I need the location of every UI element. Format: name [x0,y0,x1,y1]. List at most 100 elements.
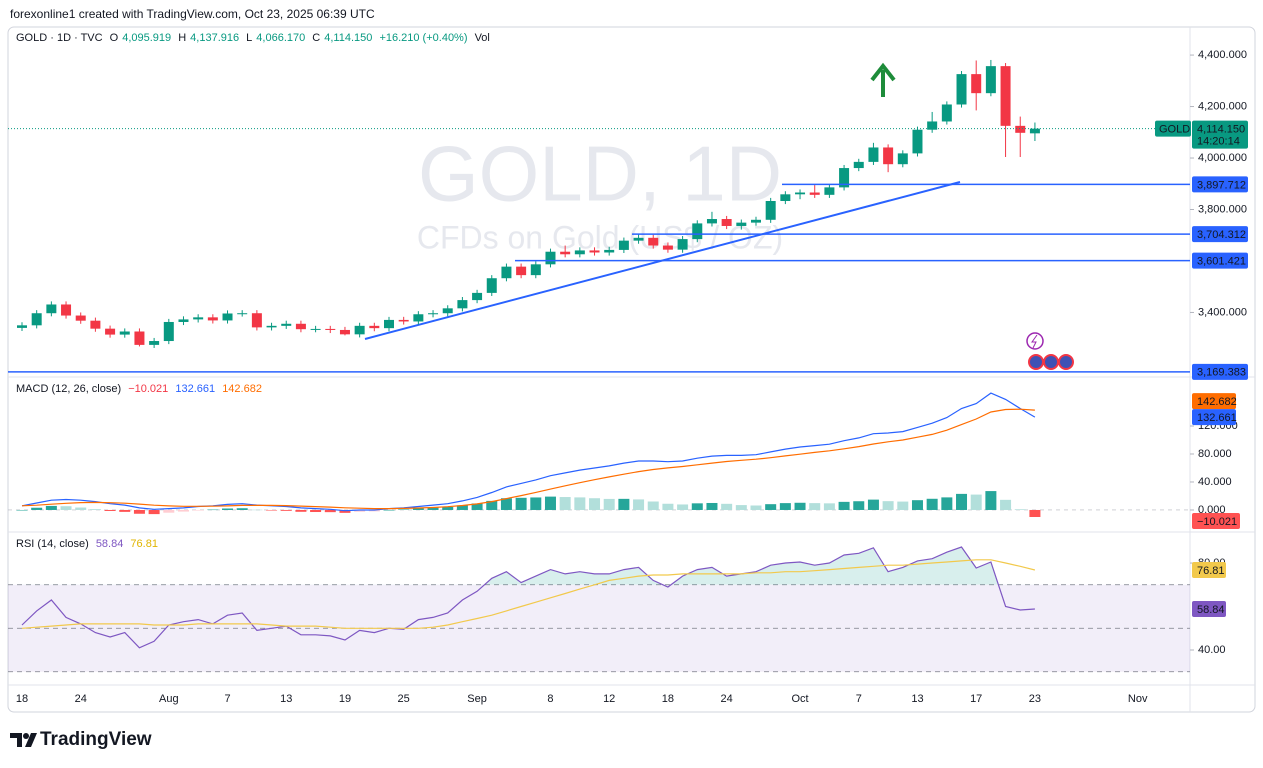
histogram-bar [368,509,380,512]
symbol[interactable]: GOLD · 1D · TVC [16,32,103,44]
candle-body [956,74,967,105]
rsi-label: 58.84 [1197,604,1225,616]
y-tick-label: 4,200.000 [1198,100,1247,112]
candle-body [46,304,57,314]
event-icon[interactable] [1026,332,1044,350]
candle-body [17,325,27,328]
level-label: 3,704.312 [1197,229,1246,241]
x-tick-label: 23 [1029,693,1041,705]
histogram-bar [618,498,630,510]
level-label-bg [1192,226,1248,243]
histogram-bar [544,496,556,510]
histogram-bar [647,501,659,510]
candle-body [486,278,497,293]
macd-title[interactable]: MACD (12, 26, close) [16,383,122,395]
candle-body [545,251,556,265]
x-tick-label: 18 [16,693,28,705]
candle-body [941,104,952,122]
level-label: 3,169.383 [1197,367,1246,379]
histogram-bar [104,509,116,511]
histogram-bar [119,509,131,512]
histogram-bar [89,509,101,510]
histogram-bar [956,493,968,510]
rsi-label: 76.81 [1197,565,1225,577]
candle-body [1015,125,1026,133]
histogram-bar [251,509,263,511]
histogram-bar [765,504,777,510]
histogram-bar [236,508,248,510]
histogram-bar [133,509,145,514]
y-tick-label: 3,800.000 [1198,203,1247,215]
chart-frame [7,26,1256,713]
candle-body [295,323,306,330]
candle-body [369,325,380,329]
candle-body [530,264,541,276]
candle-body [780,194,791,202]
rsi-label-bg [1192,601,1226,618]
level-label-bg [1192,252,1248,269]
flag-icon[interactable] [1028,354,1044,370]
candle-body [281,323,292,326]
symbol-tag-bg [1155,120,1191,137]
x-tick-label: 7 [856,693,862,705]
candle-body [266,325,277,328]
candle-body [574,250,585,255]
candle-body [721,219,732,226]
histogram-bar [266,509,278,511]
x-tick-label: 19 [339,693,351,705]
candle-body [853,161,864,169]
histogram-bar [970,494,982,510]
candle-body [325,328,336,330]
y-tick-label: 0.000 [1198,504,1226,516]
level-label: 3,601.421 [1197,256,1246,268]
histogram-bar [354,509,366,512]
histogram-bar [691,503,703,510]
histogram-bar [207,509,219,511]
candle-body [472,292,483,301]
histogram-value: −10.021 [128,383,169,395]
flag-icon[interactable] [1043,354,1059,370]
event-icon-bolt [1031,334,1038,349]
histogram-bar [779,503,791,510]
histogram-bar [911,500,923,510]
histogram-bar [486,500,498,510]
macd-value: 132.661 [175,383,216,395]
histogram-bar [633,499,645,510]
candle-body [457,300,468,309]
histogram-bar [1000,499,1012,510]
level-label-bg [1192,363,1248,380]
change: +16.210 (+0.40%) [379,32,468,44]
rsi-legend: RSI (14, close) 58.84 76.81 [16,538,162,550]
histogram-bar [677,504,689,510]
histogram-bar [31,507,43,510]
candle-body [706,219,717,224]
signal-value: 142.682 [222,383,262,395]
rsi-ma-value: 76.81 [130,538,158,550]
candle-body [677,239,688,250]
histogram-bar [60,506,72,510]
brand-name: TradingView [40,729,152,750]
candle-body [222,313,233,321]
candle-body [134,331,145,345]
histogram-bar [838,501,850,510]
x-tick-label: 25 [398,693,410,705]
histogram-bar [662,503,674,510]
histogram-bar [383,509,395,511]
rsi-value: 58.84 [95,538,124,550]
x-tick-label: 13 [911,693,923,705]
level-label: 3,897.712 [1197,179,1246,191]
histogram-bar [853,501,865,510]
ohlc-value: 4,066.170 [256,32,306,44]
flag-icon[interactable] [1058,354,1074,370]
candle-body [736,222,747,226]
last-price-bg [1192,120,1248,149]
histogram-bar [442,506,454,510]
indicator-line [21,408,1035,510]
x-tick-label: Aug [159,693,179,705]
candle-body [927,121,938,130]
histogram-bar [75,507,87,510]
rsi-title[interactable]: RSI (14, close) [16,538,89,550]
